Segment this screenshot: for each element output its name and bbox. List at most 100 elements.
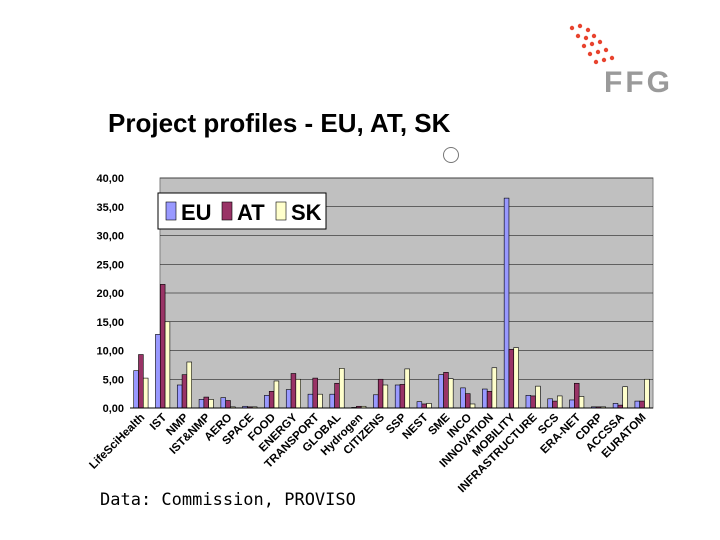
bar-at-8 [312,377,318,409]
logo-dot [603,47,609,53]
y-tick-label: 0,00 [103,403,124,415]
legend-label-at: AT [237,200,265,225]
legend-swatch-eu [165,201,177,221]
bar-eu-14 [438,374,444,409]
bar-sk-16 [491,367,498,409]
legend-label-sk: SK [291,200,322,225]
y-tick-label: 40,00 [96,173,124,185]
bar-eu-11 [373,394,379,409]
bar-eu-9 [329,393,335,409]
bar-eu-13 [416,401,423,409]
x-tick-label: NEST [400,412,430,442]
bar-at-3 [203,396,209,409]
bar-at-13 [421,403,427,409]
logo-dot [575,33,581,39]
bar-at-23 [639,400,645,409]
logo-dot [591,33,597,39]
bar-at-6 [268,391,275,409]
logo-dot [569,25,575,31]
bar-sk-22 [622,386,628,409]
y-tick-label: 30,00 [96,231,124,243]
bar-sk-8 [317,393,323,409]
bar-sk-9 [339,368,345,409]
bar-eu-7 [285,389,292,409]
y-tick-label: 15,00 [96,317,124,329]
bar-at-4 [225,400,231,409]
bar-at-2 [181,374,188,409]
bar-sk-12 [404,368,410,409]
logo-dot [593,59,599,65]
bar-sk-18 [535,385,541,409]
bar-sk-3 [208,399,214,409]
bar-eu-23 [634,400,641,409]
legend-swatch-sk [275,201,287,221]
page-title: Project profiles - EU, AT, SK [108,108,451,138]
legend-label-eu: EU [181,200,212,225]
data-source: Data: Commission, PROVISO [100,490,356,510]
logo-dot [595,49,601,55]
bar-at-18 [530,395,536,409]
logo-dot [585,27,591,33]
bar-sk-11 [382,384,389,409]
bar-eu-2 [176,384,183,409]
logo-dot [581,43,587,49]
bar-eu-6 [264,395,270,409]
bar-eu-18 [525,395,532,409]
bar-at-9 [334,382,340,409]
bar-sk-6 [273,380,280,409]
bar-eu-19 [547,398,553,409]
bar-eu-20 [569,399,575,409]
bar-eu-22 [612,403,619,409]
ffg-logo-mark [569,23,615,65]
bar-sk-13 [426,403,432,409]
bar-eu-16 [482,388,488,409]
legend-swatch-at [221,201,233,221]
ffg-logo [560,18,710,103]
bar-eu-17 [503,197,510,409]
bar-sk-19 [557,395,563,409]
bar-eu-3 [198,399,205,409]
y-tick-label: 25,00 [96,259,124,271]
y-tick-label: 20,00 [96,288,124,300]
bar-at-7 [290,373,297,409]
bar-sk-23 [644,378,650,409]
bar-eu-0 [133,370,139,409]
legend [157,192,327,230]
bar-sk-0 [142,377,149,409]
bar-eu-4 [220,397,226,409]
x-tick-label: LifeSciHealth [87,412,147,472]
bar-at-14 [443,372,449,409]
bar-sk-20 [578,396,585,409]
bar-at-15 [465,393,471,409]
bar-eu-15 [460,387,466,409]
bar-eu-1 [155,334,161,409]
y-tick-label: 35,00 [96,202,124,214]
bar-sk-1 [164,321,171,409]
logo-dot [601,57,607,63]
bar-sk-7 [295,378,301,409]
bar-sk-2 [186,361,192,409]
logo-dot [597,39,603,45]
bar-eu-8 [307,393,314,409]
y-tick-label: 5,00 [103,374,124,386]
bar-sk-15 [469,403,476,409]
bar-sk-14 [448,378,454,409]
logo-dot [589,41,595,47]
bar-at-11 [377,378,384,409]
bar-eu-12 [394,384,401,409]
logo-dot [609,55,615,61]
logo-dot [587,51,593,57]
bar-at-17 [508,349,515,409]
bar-at-12 [399,384,406,409]
decorative-ring [443,147,459,163]
bar-at-20 [574,382,580,409]
bar-at-1 [159,284,166,409]
bar-at-0 [138,354,144,409]
bar-at-16 [486,391,493,409]
y-tick-label: 10,00 [96,346,124,358]
bar-sk-17 [513,347,519,409]
logo-dot [583,35,589,41]
logo-dot [577,23,583,29]
logo-text: FFG [604,66,673,99]
